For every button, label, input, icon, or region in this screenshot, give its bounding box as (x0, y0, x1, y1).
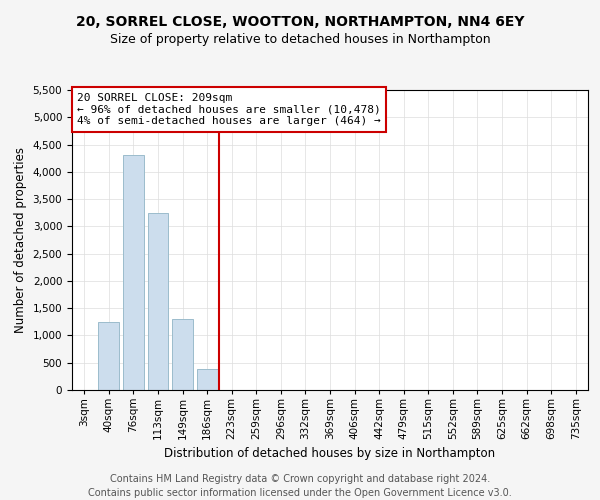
Bar (172, 319, 193, 390)
Text: Size of property relative to detached houses in Northampton: Size of property relative to detached ho… (110, 32, 490, 46)
X-axis label: Distribution of detached houses by size in Northampton: Distribution of detached houses by size … (164, 448, 496, 460)
Text: Contains HM Land Registry data © Crown copyright and database right 2024.
Contai: Contains HM Land Registry data © Crown c… (88, 474, 512, 498)
Bar (148, 212, 169, 390)
Bar (123, 156, 144, 390)
Y-axis label: Number of detached properties: Number of detached properties (14, 147, 27, 333)
Bar (98, 322, 119, 390)
Text: 20, SORREL CLOSE, WOOTTON, NORTHAMPTON, NN4 6EY: 20, SORREL CLOSE, WOOTTON, NORTHAMPTON, … (76, 15, 524, 29)
Text: 20 SORREL CLOSE: 209sqm
← 96% of detached houses are smaller (10,478)
4% of semi: 20 SORREL CLOSE: 209sqm ← 96% of detache… (77, 93, 381, 126)
Bar (197, 370, 218, 390)
